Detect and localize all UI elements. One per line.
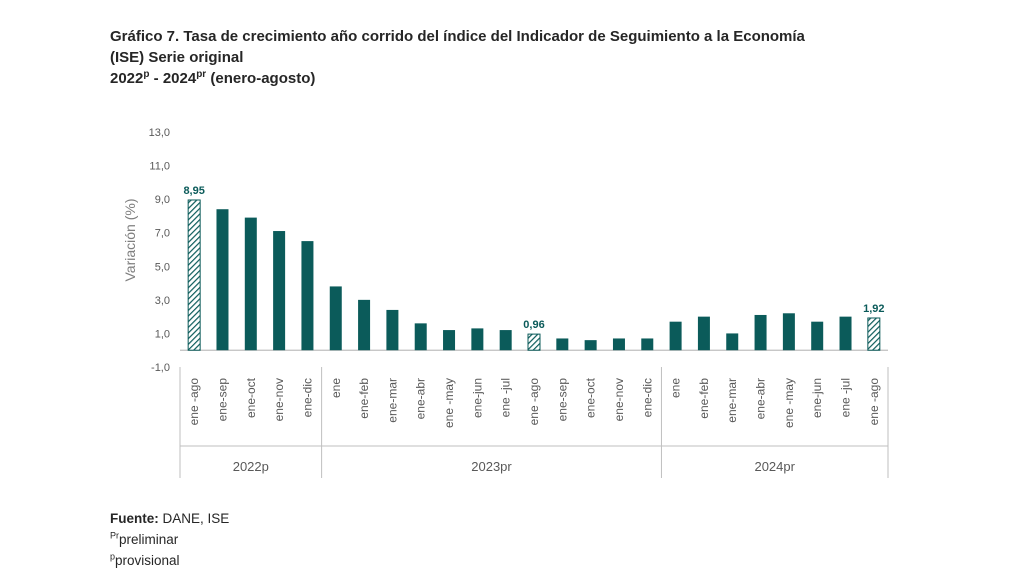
data-label: 8,95 <box>183 185 204 197</box>
bar <box>867 317 881 351</box>
x-tick-label: ene -jul <box>839 378 853 417</box>
bars <box>187 199 881 351</box>
title-line-3: 2022p - 2024pr (enero-agosto) <box>110 68 930 89</box>
x-tick-label: ene -may <box>442 378 456 428</box>
title-line-1: Gráfico 7. Tasa de crecimiento año corri… <box>110 28 805 45</box>
x-tick-label: ene-abr <box>414 378 428 419</box>
bar <box>527 333 541 351</box>
x-tick-label: ene-feb <box>357 378 371 419</box>
x-tick-label: ene-mar <box>725 378 739 423</box>
x-tick-label: ene -ago <box>187 378 201 426</box>
source-note: Fuente: DANE, ISE <box>110 508 229 529</box>
bar <box>329 286 342 351</box>
bar <box>414 323 427 351</box>
bar <box>697 316 710 351</box>
chart-title: Gráfico 7. Tasa de crecimiento año corri… <box>110 26 930 89</box>
data-labels: 8,95 0,96 1,92 <box>183 185 884 331</box>
bar <box>782 313 795 351</box>
note-provisional: pprovisional <box>110 550 229 571</box>
bar <box>358 299 371 351</box>
x-tick-label: ene-dic <box>640 378 654 417</box>
title-sup-pr: pr <box>196 69 207 80</box>
y-tick-label: 13,0 <box>149 127 170 139</box>
x-tick-label: ene-dic <box>300 378 314 417</box>
title-year-start: 2022 <box>110 70 144 87</box>
bar <box>273 231 286 351</box>
y-tick-label: -1,0 <box>151 362 170 374</box>
x-tick-label: ene-abr <box>754 378 768 419</box>
x-tick-label: ene <box>669 378 683 398</box>
bar <box>726 333 739 351</box>
bar <box>443 330 456 351</box>
y-tick-label: 5,0 <box>155 261 170 273</box>
bar <box>584 340 597 351</box>
x-tick-label: ene-nov <box>272 378 286 421</box>
footer-notes: Fuente: DANE, ISE Prpreliminar pprovisio… <box>110 508 229 571</box>
source-label: Fuente: <box>110 511 159 526</box>
y-tick-label: 3,0 <box>155 295 170 307</box>
bar <box>811 321 824 351</box>
x-tick-label: ene-jun <box>470 378 484 418</box>
x-tick-label: ene -may <box>782 378 796 428</box>
y-tick-label: 9,0 <box>155 194 170 206</box>
bar <box>216 209 229 351</box>
x-tick-label: ene <box>329 378 343 398</box>
bar <box>301 241 314 351</box>
x-axis: ene -ago ene-sep ene-oct ene-nov ene-dic ene e… <box>179 367 889 478</box>
y-tick-label: 11,0 <box>149 161 170 173</box>
group-label: 2022p <box>233 459 269 474</box>
title-period: (enero-agosto) <box>206 70 316 87</box>
y-axis-title: Variación (%) <box>122 199 138 282</box>
bar <box>386 309 399 351</box>
x-tick-label: ene -ago <box>527 378 541 426</box>
bar <box>839 316 852 351</box>
group-label: 2023pr <box>471 459 512 474</box>
note-preliminar-text: preliminar <box>119 532 179 547</box>
bar <box>499 330 512 351</box>
x-tick-label: ene-sep <box>555 378 569 422</box>
y-tick-label: 7,0 <box>155 228 170 240</box>
data-label: 1,92 <box>863 303 884 315</box>
bar <box>612 338 625 351</box>
note-provisional-text: provisional <box>115 553 180 568</box>
x-tick-label: ene-oct <box>244 377 258 418</box>
source-value: DANE, ISE <box>158 511 230 526</box>
data-label: 0,96 <box>523 319 544 331</box>
y-tick-label: 1,0 <box>155 328 170 340</box>
note-sup-p: p <box>110 551 116 562</box>
x-tick-label: ene -ago <box>867 378 881 426</box>
bar <box>471 328 484 351</box>
note-preliminar: Prpreliminar <box>110 529 229 550</box>
note-sup-pr: Pr <box>110 530 119 541</box>
x-tick-label: ene-jun <box>810 378 824 418</box>
bar <box>641 338 654 351</box>
title-year-sep: - 2024 <box>149 70 197 87</box>
title-sup-p: p <box>143 69 150 80</box>
title-line-2: (ISE) Serie original <box>110 49 244 66</box>
bar <box>754 314 767 351</box>
x-tick-label: ene-nov <box>612 378 626 421</box>
bar <box>669 321 682 351</box>
x-tick-label: ene -jul <box>499 378 513 417</box>
bar <box>187 199 201 351</box>
bar <box>244 217 257 351</box>
x-tick-label: ene-mar <box>385 378 399 423</box>
bar <box>556 338 569 351</box>
group-label: 2024pr <box>754 459 795 474</box>
x-tick-label: ene-oct <box>584 377 598 418</box>
x-tick-label: ene-sep <box>215 378 229 422</box>
x-tick-label: ene-feb <box>697 378 711 419</box>
bar-chart: 13,0 11,0 9,0 7,0 5,0 3,0 1,0 -1,0 Variación (%)… <box>122 127 889 478</box>
